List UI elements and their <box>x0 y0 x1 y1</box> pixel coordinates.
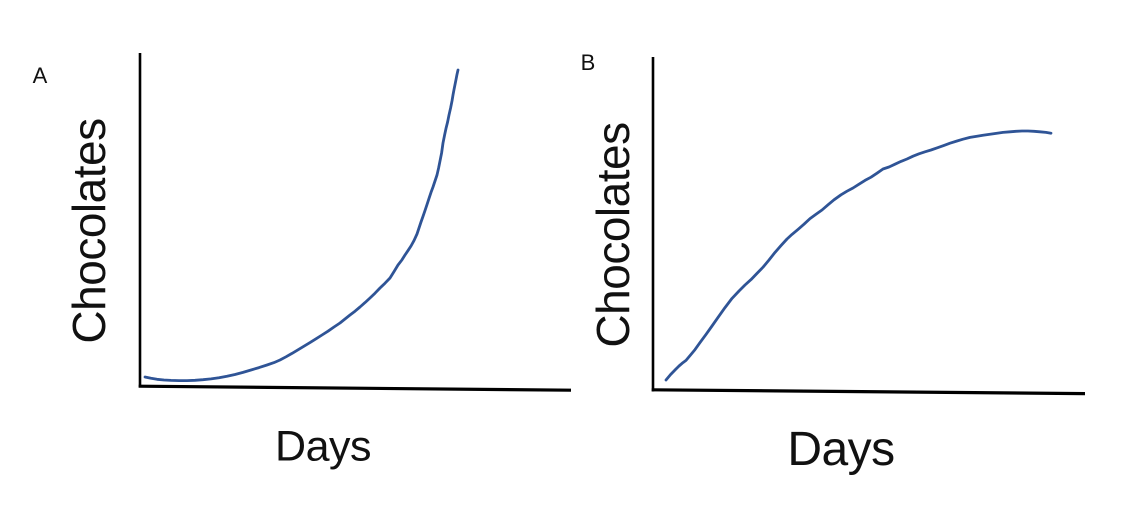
panel-a-plot <box>138 53 572 392</box>
panel-a-label: A <box>32 63 48 88</box>
panel-a-x-axis <box>138 384 572 392</box>
panel-a-y-axis-label: Chocolates <box>63 118 115 344</box>
panel-a-growth-curve <box>143 68 460 383</box>
panel-b-x-axis <box>651 388 1086 396</box>
panel-b-growth-curve <box>664 129 1053 382</box>
panel-b-y-axis-label: Chocolates <box>587 122 639 348</box>
panel-b-plot <box>651 57 1086 396</box>
panel-b-label: B <box>580 50 596 75</box>
panel-b-x-axis-label: Days <box>787 423 895 476</box>
panel-a-x-axis-label: Days <box>275 422 371 471</box>
